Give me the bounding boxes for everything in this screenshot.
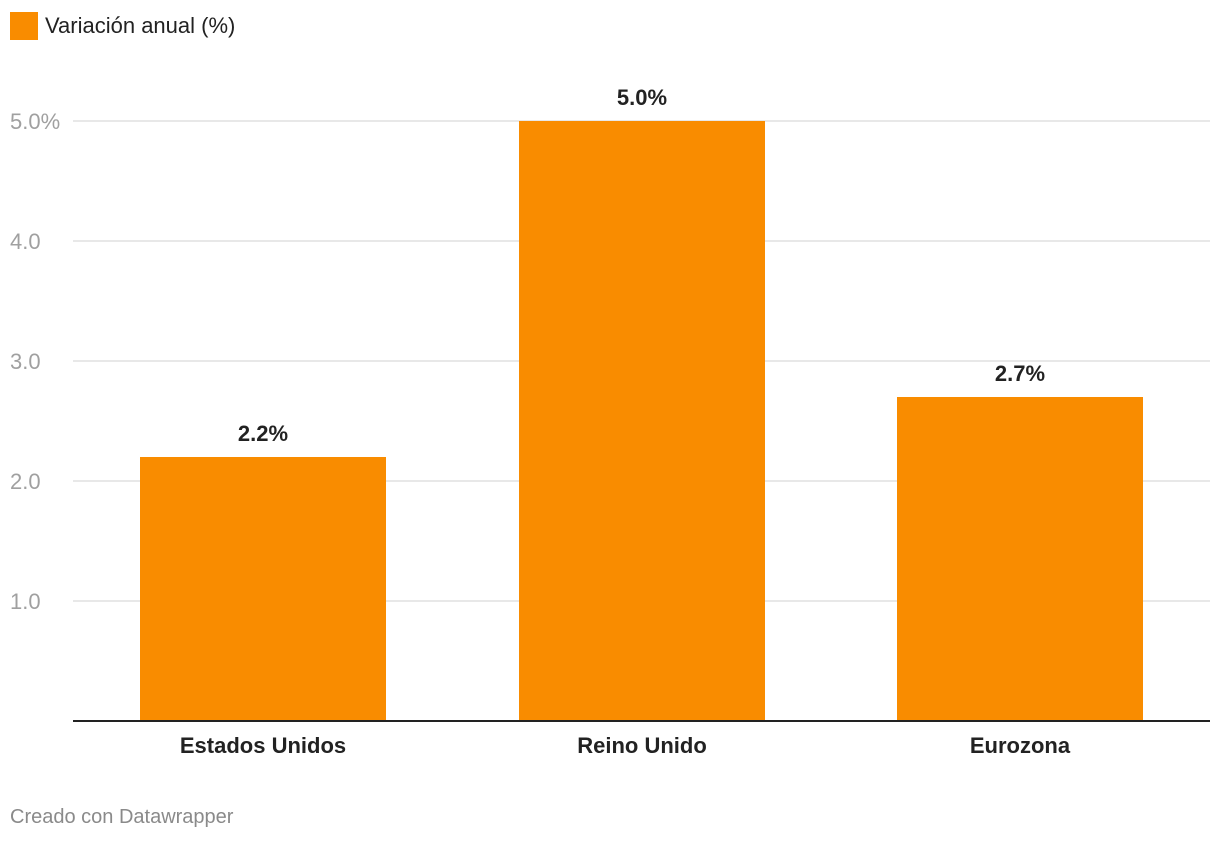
bar <box>140 457 386 721</box>
y-tick-label: 1.0 <box>10 589 41 614</box>
y-tick-label: 4.0 <box>10 229 41 254</box>
x-category-label: Reino Unido <box>577 733 707 758</box>
y-tick-label: 2.0 <box>10 469 41 494</box>
x-category-label: Eurozona <box>970 733 1071 758</box>
bar <box>897 397 1143 721</box>
bar-value-label: 2.2% <box>238 421 288 446</box>
legend-label: Variación anual (%) <box>45 13 236 38</box>
bar-value-label: 2.7% <box>995 361 1045 386</box>
bar <box>519 121 765 721</box>
footer-credit: Creado con Datawrapper <box>10 806 234 828</box>
bar-value-label: 5.0% <box>617 85 667 110</box>
y-tick-label: 3.0 <box>10 349 41 374</box>
legend-swatch <box>10 12 38 40</box>
chart-legend: Variación anual (%) <box>10 12 235 40</box>
x-category-label: Estados Unidos <box>180 733 346 758</box>
y-tick-label: 5.0% <box>10 109 60 134</box>
